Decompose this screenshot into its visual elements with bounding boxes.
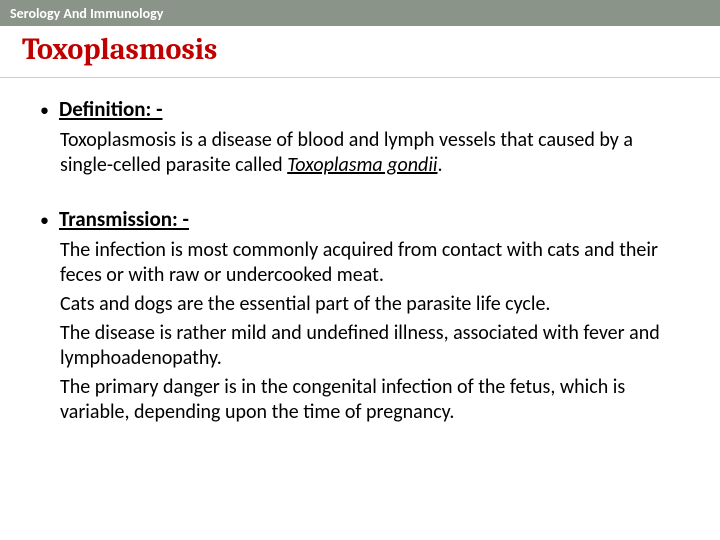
header-subject: Serology And Immunology: [10, 5, 163, 22]
section-heading: Transmission: -: [59, 206, 189, 232]
title-area: Toxoplasmosis: [0, 26, 720, 78]
paragraph-post: .: [438, 153, 443, 177]
section-heading-row: • Transmission: -: [40, 206, 680, 232]
header-bar: Serology And Immunology: [0, 0, 720, 26]
body-paragraph: Toxoplasmosis is a disease of blood and …: [60, 128, 680, 178]
bullet-icon: •: [40, 101, 49, 119]
slide-title: Toxoplasmosis: [22, 32, 698, 67]
section-heading-row: • Definition: -: [40, 96, 680, 122]
slide-content: • Definition: - Toxoplasmosis is a disea…: [0, 82, 720, 425]
paragraph-pre: The disease is rather mild and undefined…: [60, 321, 660, 370]
body-paragraph: The infection is most commonly acquired …: [60, 238, 680, 288]
paragraph-pre: The primary danger is in the congenital …: [60, 375, 625, 424]
section-heading: Definition: -: [59, 96, 163, 122]
paragraph-pre: Cats and dogs are the essential part of …: [60, 292, 550, 316]
body-paragraph: The primary danger is in the congenital …: [60, 375, 680, 425]
paragraph-pre: The infection is most commonly acquired …: [60, 238, 658, 287]
body-paragraph: Cats and dogs are the essential part of …: [60, 292, 680, 317]
body-paragraph: The disease is rather mild and undefined…: [60, 321, 680, 371]
paragraph-emphasis: Toxoplasma gondii: [287, 153, 437, 177]
bullet-icon: •: [40, 211, 49, 229]
